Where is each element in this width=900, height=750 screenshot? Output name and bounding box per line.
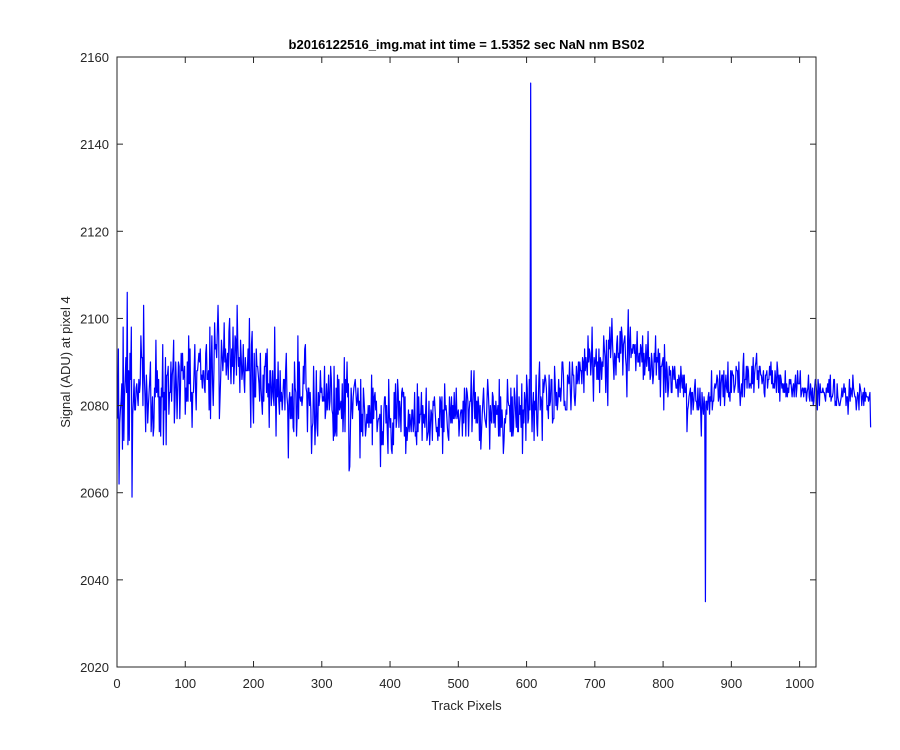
series-line-0 bbox=[117, 82, 872, 603]
x-tick-label: 500 bbox=[447, 676, 469, 691]
x-tick-label: 600 bbox=[516, 676, 538, 691]
x-tick-label: 1000 bbox=[785, 676, 814, 691]
y-axis: 2020 2040 2060 2080 2100 2120 2140 2160 bbox=[80, 50, 816, 675]
y-tick-label: 2020 bbox=[80, 660, 109, 675]
x-tick-label: 400 bbox=[379, 676, 401, 691]
y-tick-label: 2160 bbox=[80, 50, 109, 65]
y-tick-label: 2040 bbox=[80, 573, 109, 588]
y-tick-label: 2140 bbox=[80, 137, 109, 152]
x-tick-label: 0 bbox=[113, 676, 120, 691]
x-tick-label: 700 bbox=[584, 676, 606, 691]
x-axis-label: Track Pixels bbox=[431, 698, 502, 713]
series-layer bbox=[117, 82, 872, 603]
y-tick-label: 2080 bbox=[80, 399, 109, 414]
y-tick-label: 2060 bbox=[80, 486, 109, 501]
chart-title: b2016122516_img.mat int time = 1.5352 se… bbox=[289, 37, 645, 52]
x-tick-label: 300 bbox=[311, 676, 333, 691]
x-tick-label: 200 bbox=[243, 676, 265, 691]
x-axis: 0 100 200 300 400 500 600 700 800 900 1000 bbox=[113, 57, 814, 691]
x-tick-label: 900 bbox=[721, 676, 743, 691]
y-tick-label: 2120 bbox=[80, 224, 109, 239]
axes-background bbox=[117, 57, 816, 667]
y-axis-label: Signal (ADU) at pixel 4 bbox=[58, 296, 73, 428]
axes-box bbox=[116, 56, 817, 668]
x-tick-label: 100 bbox=[174, 676, 196, 691]
y-tick-label: 2100 bbox=[80, 311, 109, 326]
x-tick-label: 800 bbox=[652, 676, 674, 691]
